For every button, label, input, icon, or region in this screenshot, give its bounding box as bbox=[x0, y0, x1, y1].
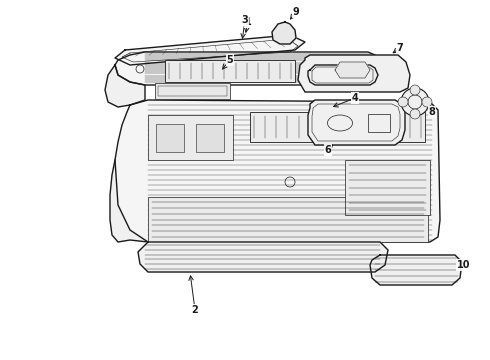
Bar bbox=[156, 124, 184, 152]
Bar bbox=[368, 114, 390, 132]
Text: 1: 1 bbox=[245, 17, 251, 27]
Text: 2: 2 bbox=[192, 305, 198, 315]
Polygon shape bbox=[115, 52, 375, 85]
Circle shape bbox=[401, 88, 429, 116]
Polygon shape bbox=[138, 242, 388, 272]
Polygon shape bbox=[335, 62, 370, 78]
Polygon shape bbox=[298, 55, 410, 92]
Text: 3: 3 bbox=[242, 15, 248, 25]
Text: 5: 5 bbox=[227, 55, 233, 65]
Bar bbox=[196, 124, 224, 152]
Text: 10: 10 bbox=[457, 260, 471, 270]
Polygon shape bbox=[370, 255, 462, 285]
Bar bbox=[345, 160, 430, 215]
Bar bbox=[165, 60, 295, 82]
Bar bbox=[158, 86, 227, 96]
Text: 8: 8 bbox=[429, 107, 436, 117]
Text: 7: 7 bbox=[396, 43, 403, 53]
Circle shape bbox=[410, 109, 420, 119]
Polygon shape bbox=[308, 65, 378, 85]
Polygon shape bbox=[105, 65, 145, 107]
Polygon shape bbox=[115, 35, 305, 65]
Bar bbox=[250, 112, 425, 142]
Text: 9: 9 bbox=[293, 7, 299, 17]
Polygon shape bbox=[308, 100, 405, 145]
Text: 4: 4 bbox=[352, 93, 358, 103]
Polygon shape bbox=[115, 100, 440, 242]
Text: 6: 6 bbox=[325, 145, 331, 155]
Circle shape bbox=[422, 97, 432, 107]
Bar bbox=[148, 115, 233, 160]
Circle shape bbox=[410, 85, 420, 95]
Bar bbox=[155, 83, 230, 99]
Polygon shape bbox=[110, 160, 148, 242]
Polygon shape bbox=[272, 22, 296, 44]
Bar bbox=[148, 197, 428, 242]
Circle shape bbox=[398, 97, 408, 107]
